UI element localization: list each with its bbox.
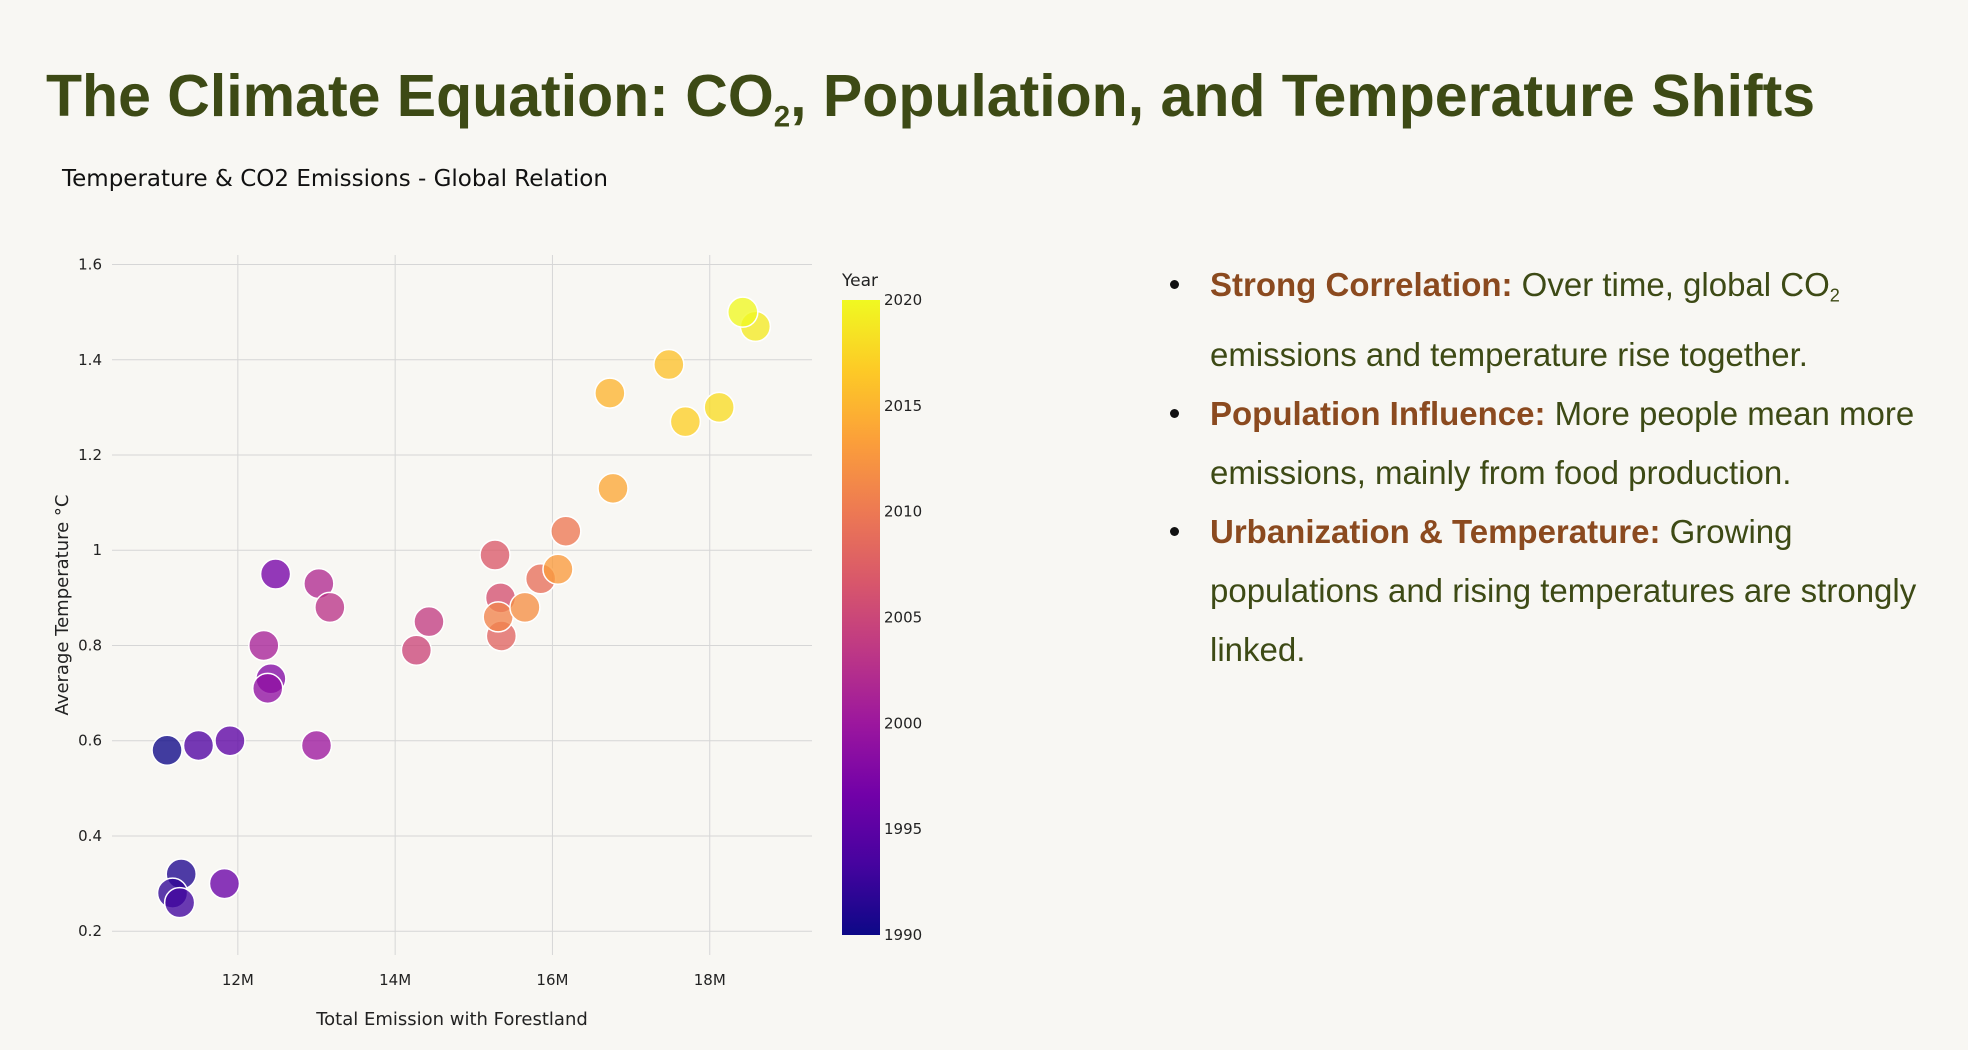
colorbar-tick-label: 2010 (884, 503, 922, 521)
data-point (248, 629, 280, 662)
data-point (400, 634, 433, 666)
y-tick-label: 0.8 (78, 636, 102, 654)
data-point (251, 672, 284, 705)
data-point (300, 729, 333, 762)
x-tick-label: 18M (694, 971, 726, 989)
x-tick-label: 12M (222, 971, 254, 989)
data-point (479, 539, 511, 571)
colorbar-tick-label: 1995 (884, 820, 922, 838)
insight-heading: Strong Correlation: (1210, 266, 1513, 303)
page-title: The Climate Equation: CO2, Population, a… (46, 63, 1816, 134)
insight-heading: Urbanization & Temperature: (1210, 513, 1661, 551)
data-point (597, 472, 629, 505)
x-tick-label: 16M (536, 971, 568, 989)
y-tick-label: 0.2 (78, 922, 102, 940)
data-point (259, 558, 292, 590)
colorbar (842, 300, 880, 935)
colorbar-tick-label: 2020 (884, 291, 922, 309)
y-tick-label: 0.4 (78, 827, 102, 845)
chart-title: Temperature & CO2 Emissions - Global Rel… (62, 166, 608, 192)
insight-item: Urbanization & Temperature: Growing popu… (1170, 502, 1930, 679)
y-tick-label: 1.4 (78, 351, 102, 369)
colorbar-tick-label: 2000 (884, 714, 922, 732)
x-axis-label: Total Emission with Forestland (315, 1009, 588, 1030)
y-tick-label: 1 (92, 541, 102, 559)
data-point (214, 724, 246, 757)
data-point (653, 348, 685, 381)
x-tick-label: 14M (379, 971, 411, 989)
data-point (182, 729, 215, 762)
data-point (163, 886, 196, 919)
data-point (542, 553, 574, 586)
insight-item: Population Influence: More people mean m… (1170, 384, 1930, 502)
data-point (413, 605, 445, 638)
colorbar-tick-label: 1990 (884, 926, 922, 944)
colorbar-tick-label: 2005 (884, 609, 922, 627)
data-point (482, 601, 514, 633)
data-point (594, 377, 626, 409)
scatter-chart: 12M 14M 16M 18M 0.2 0.4 0.6 0.8 1 1.2 1.4 1.6 Total … (52, 255, 922, 1030)
data-point (314, 591, 346, 624)
insights-list: Strong Correlation: Over time, global CO… (1170, 255, 1930, 679)
y-axis-label: Average Temperature °C (52, 495, 73, 716)
data-point (208, 867, 241, 900)
y-tick-label: 1.2 (78, 446, 102, 464)
data-point (509, 591, 541, 624)
colorbar-title: Year (841, 271, 878, 291)
data-point (669, 405, 702, 438)
insight-item: Strong Correlation: Over time, global CO… (1170, 255, 1930, 384)
y-tick-label: 1.6 (78, 256, 102, 274)
insight-heading: Population Influence: (1210, 395, 1546, 433)
y-tick-label: 0.6 (78, 732, 102, 750)
colorbar-tick-label: 2015 (884, 397, 922, 415)
data-point (727, 296, 759, 328)
data-point (151, 734, 183, 766)
data-point (550, 515, 582, 547)
data-point (703, 391, 735, 424)
